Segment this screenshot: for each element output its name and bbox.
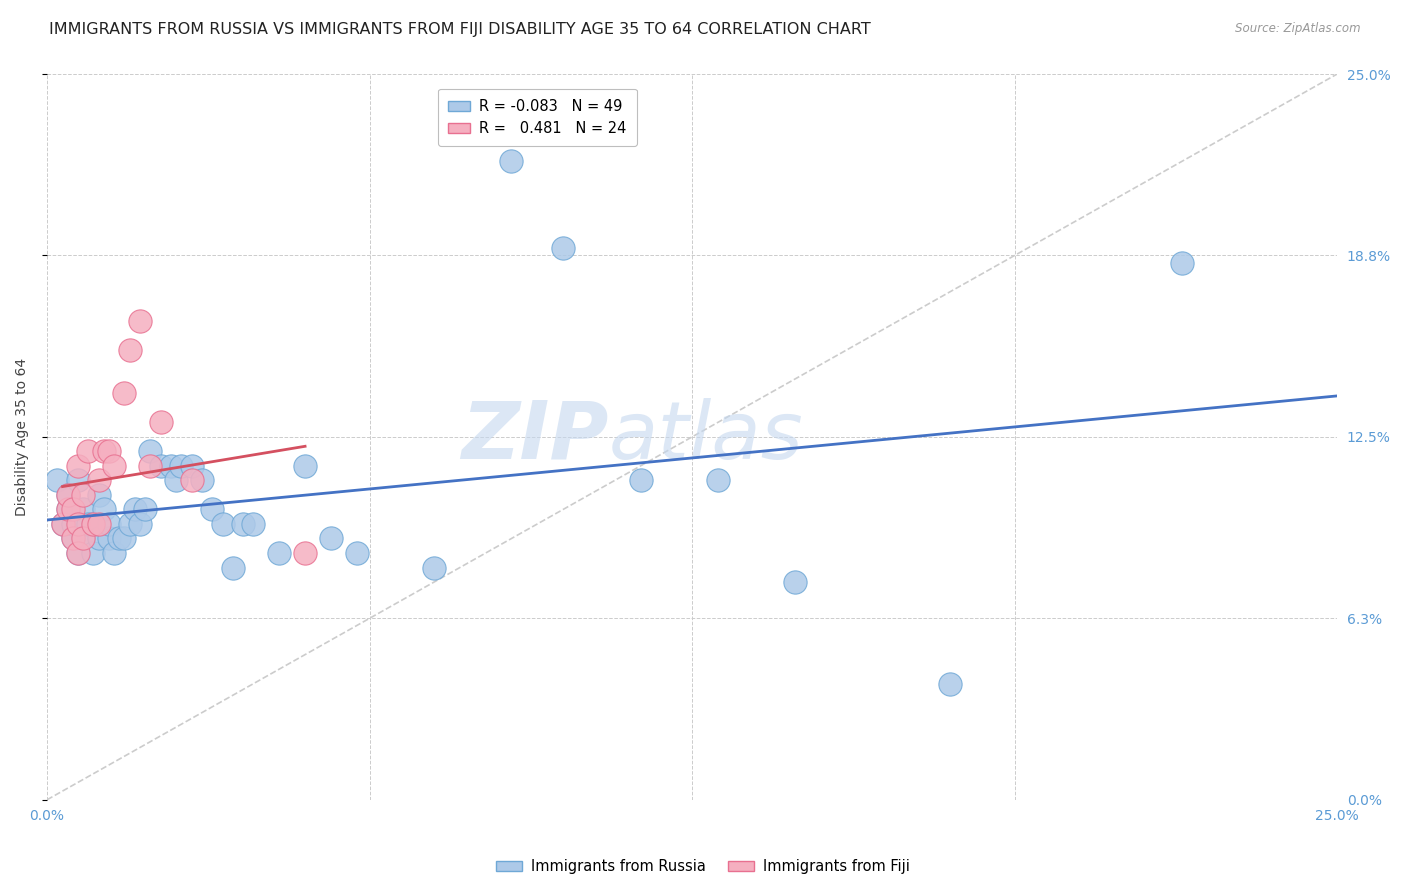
Text: atlas: atlas bbox=[609, 398, 803, 476]
Point bbox=[222, 560, 245, 574]
Point bbox=[180, 474, 202, 488]
Point bbox=[551, 241, 574, 255]
Point bbox=[939, 676, 962, 690]
Point bbox=[83, 546, 105, 560]
Point bbox=[707, 474, 730, 488]
Point bbox=[232, 516, 254, 531]
Point bbox=[56, 502, 79, 516]
Point bbox=[62, 502, 84, 516]
Point bbox=[56, 488, 79, 502]
Point bbox=[139, 444, 162, 458]
Point bbox=[139, 458, 162, 473]
Point bbox=[51, 516, 73, 531]
Point bbox=[269, 546, 291, 560]
Point bbox=[66, 546, 89, 560]
Point bbox=[630, 474, 652, 488]
Point bbox=[785, 575, 807, 590]
Point bbox=[56, 488, 79, 502]
Point bbox=[98, 516, 121, 531]
Legend: R = -0.083   N = 49, R =   0.481   N = 24: R = -0.083 N = 49, R = 0.481 N = 24 bbox=[439, 88, 637, 146]
Point bbox=[294, 546, 316, 560]
Point bbox=[149, 458, 172, 473]
Point bbox=[83, 516, 105, 531]
Point bbox=[66, 546, 89, 560]
Point bbox=[180, 458, 202, 473]
Point bbox=[134, 502, 156, 516]
Point bbox=[103, 458, 125, 473]
Point bbox=[87, 474, 110, 488]
Text: Source: ZipAtlas.com: Source: ZipAtlas.com bbox=[1236, 22, 1361, 36]
Point bbox=[129, 516, 152, 531]
Point bbox=[423, 560, 446, 574]
Point bbox=[191, 474, 214, 488]
Point bbox=[118, 516, 141, 531]
Point bbox=[77, 516, 100, 531]
Point bbox=[160, 458, 183, 473]
Y-axis label: Disability Age 35 to 64: Disability Age 35 to 64 bbox=[15, 358, 30, 516]
Point bbox=[170, 458, 193, 473]
Point bbox=[93, 502, 115, 516]
Point bbox=[62, 532, 84, 546]
Point bbox=[87, 516, 110, 531]
Point bbox=[62, 532, 84, 546]
Point bbox=[124, 502, 146, 516]
Text: ZIP: ZIP bbox=[461, 398, 609, 476]
Text: IMMIGRANTS FROM RUSSIA VS IMMIGRANTS FROM FIJI DISABILITY AGE 35 TO 64 CORRELATI: IMMIGRANTS FROM RUSSIA VS IMMIGRANTS FRO… bbox=[49, 22, 870, 37]
Point bbox=[1171, 256, 1194, 270]
Point bbox=[501, 154, 523, 169]
Point bbox=[118, 343, 141, 357]
Point bbox=[319, 532, 342, 546]
Point bbox=[72, 488, 94, 502]
Point bbox=[87, 488, 110, 502]
Point bbox=[129, 314, 152, 328]
Point bbox=[165, 474, 187, 488]
Point bbox=[56, 502, 79, 516]
Point bbox=[51, 516, 73, 531]
Point bbox=[46, 474, 69, 488]
Point bbox=[72, 502, 94, 516]
Point bbox=[103, 546, 125, 560]
Point bbox=[66, 516, 89, 531]
Point bbox=[201, 502, 224, 516]
Point bbox=[93, 444, 115, 458]
Point bbox=[108, 532, 131, 546]
Point bbox=[294, 458, 316, 473]
Point bbox=[242, 516, 264, 531]
Point bbox=[66, 474, 89, 488]
Point bbox=[149, 416, 172, 430]
Legend: Immigrants from Russia, Immigrants from Fiji: Immigrants from Russia, Immigrants from … bbox=[491, 854, 915, 880]
Point bbox=[87, 532, 110, 546]
Point bbox=[98, 444, 121, 458]
Point bbox=[66, 458, 89, 473]
Point bbox=[98, 532, 121, 546]
Point bbox=[77, 444, 100, 458]
Point bbox=[72, 532, 94, 546]
Point bbox=[114, 532, 136, 546]
Point bbox=[62, 516, 84, 531]
Point bbox=[114, 386, 136, 401]
Point bbox=[211, 516, 233, 531]
Point bbox=[346, 546, 368, 560]
Point bbox=[72, 532, 94, 546]
Point bbox=[83, 516, 105, 531]
